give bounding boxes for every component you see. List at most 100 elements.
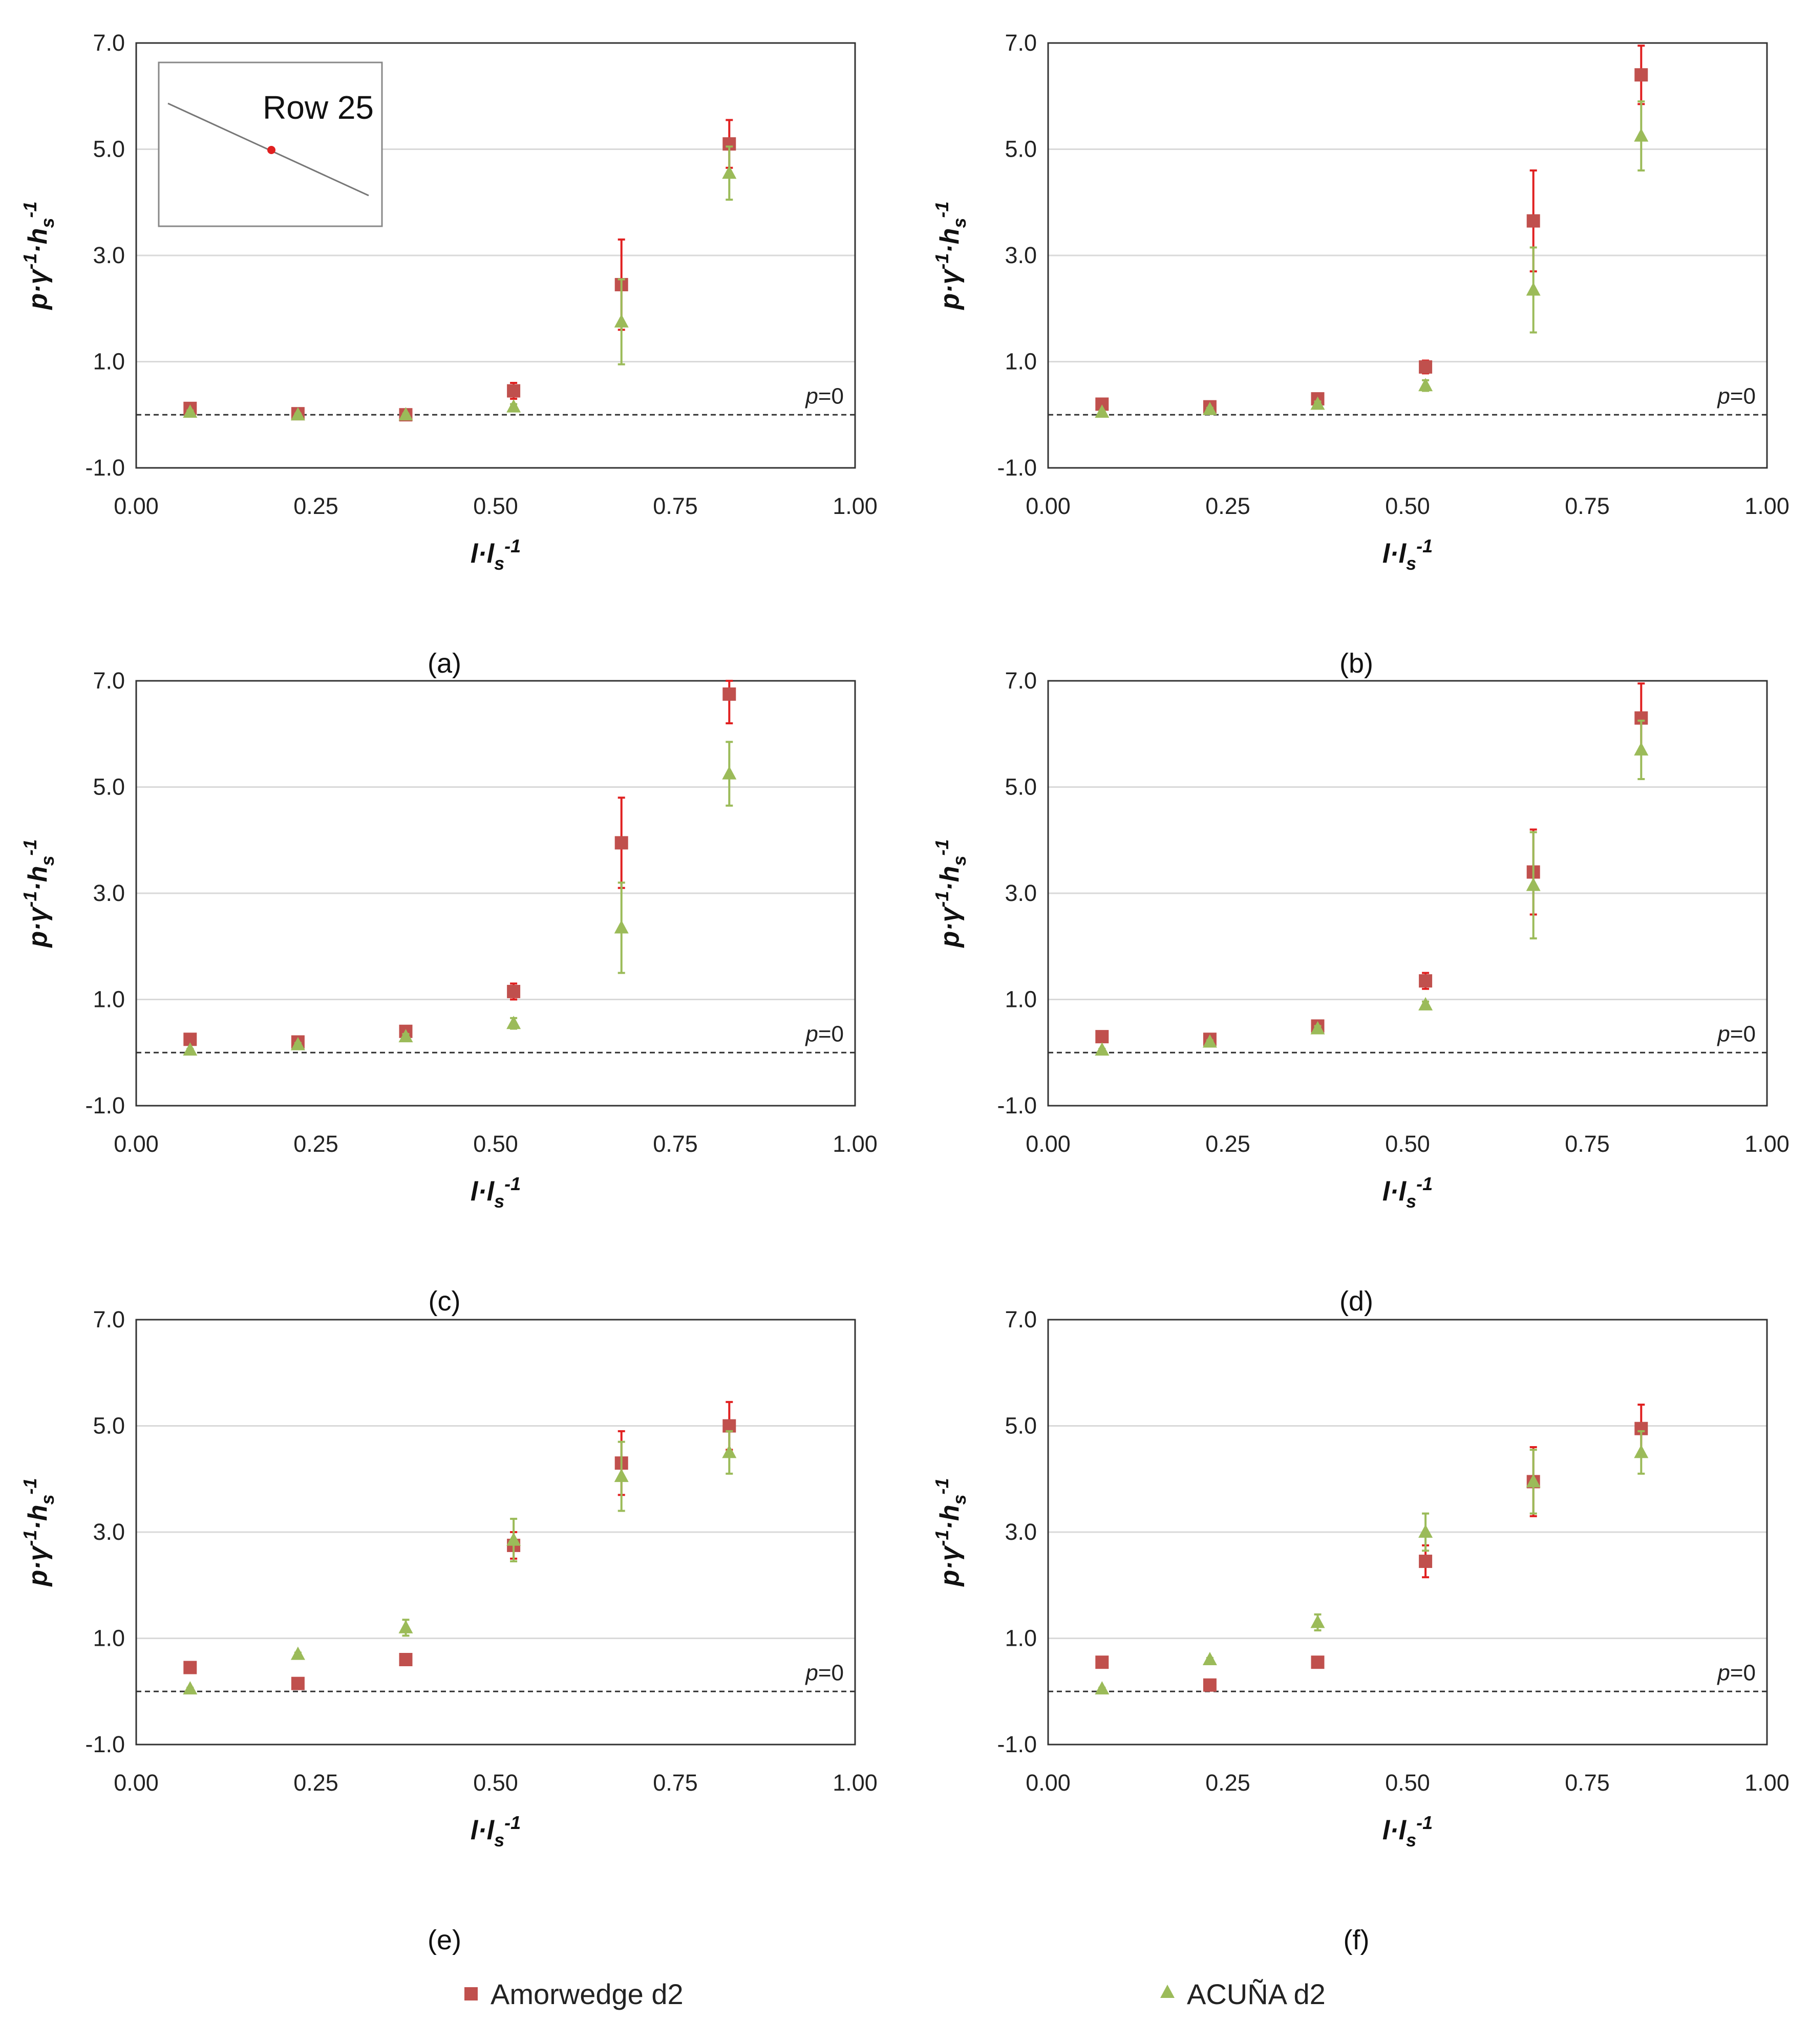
y-tick-label: 1.0 [1005, 986, 1037, 1013]
y-tick-label: 5.0 [93, 1413, 125, 1439]
x-tick-label: 0.75 [653, 1770, 698, 1796]
panel-caption: (c) [429, 1286, 461, 1317]
data-point-triangle [1095, 404, 1110, 418]
data-point-triangle [290, 407, 305, 421]
y-tick-label: -1.0 [85, 1731, 125, 1757]
data-point-triangle [1095, 1681, 1110, 1695]
x-tick-label: 0.50 [1385, 493, 1430, 519]
y-axis-label: p·γ-1·hs-1 [19, 201, 58, 310]
y-tick-label: -1.0 [997, 455, 1037, 481]
y-tick-label: 1.0 [1005, 1625, 1037, 1651]
y-tick-label: -1.0 [997, 1731, 1037, 1757]
data-point-triangle [1634, 128, 1649, 142]
x-axis-label: l·ls-1 [1382, 1173, 1433, 1212]
x-tick-label: 0.25 [1205, 1770, 1250, 1796]
chart-panel: -1.0 1.0 3.0 5.0 7.0 0.00 0.25 0.50 0.75 1.00 p=0 l… [931, 30, 1790, 679]
data-point-triangle [614, 920, 629, 934]
x-tick-label: 0.00 [114, 493, 159, 519]
data-point-triangle [183, 1681, 198, 1695]
x-tick-label: 0.75 [1565, 1131, 1610, 1157]
panel-caption: (d) [1339, 1286, 1373, 1317]
data-point-triangle [1526, 1474, 1541, 1488]
x-tick-label: 1.00 [1744, 493, 1790, 519]
x-tick-label: 0.75 [1565, 493, 1610, 519]
y-axis-label: p·γ-1·hs-1 [19, 1478, 58, 1587]
x-tick-label: 1.00 [833, 493, 878, 519]
y-tick-label: -1.0 [85, 455, 125, 481]
data-point-square [1634, 68, 1648, 82]
panel-caption: (f) [1344, 1925, 1370, 1955]
y-tick-label: 7.0 [1005, 1306, 1037, 1332]
y-tick-label: 7.0 [1005, 30, 1037, 56]
data-point-triangle [1418, 1524, 1433, 1538]
data-point-triangle [614, 314, 629, 328]
x-tick-label: 1.00 [833, 1770, 878, 1796]
data-point-triangle [398, 1620, 413, 1633]
reference-line-label: p=0 [1716, 1021, 1756, 1046]
data-point-triangle [1418, 997, 1433, 1010]
data-point-triangle [1634, 1445, 1649, 1458]
chart-panel: -1.0 1.0 3.0 5.0 7.0 0.00 0.25 0.50 0.75 1.00 p=0 l… [19, 668, 878, 1317]
chart-panel: -1.0 1.0 3.0 5.0 7.0 0.00 0.25 0.50 0.75 1.00 p=0 l… [931, 1306, 1790, 1955]
data-point-triangle [1310, 396, 1325, 410]
x-tick-label: 0.50 [1385, 1131, 1430, 1157]
data-point-square [507, 384, 521, 398]
panel-caption: (a) [428, 648, 461, 679]
x-tick-label: 0.00 [1026, 1131, 1071, 1157]
chart-panel: -1.0 1.0 3.0 5.0 7.0 0.00 0.25 0.50 0.75 1.00 p=0 l… [931, 668, 1790, 1317]
data-point-triangle [506, 399, 521, 413]
data-point-triangle [1202, 1652, 1217, 1665]
x-tick-label: 1.00 [833, 1131, 878, 1157]
data-point-triangle [1526, 877, 1541, 891]
data-point-triangle [1526, 282, 1541, 296]
y-tick-label: 3.0 [1005, 242, 1037, 268]
data-point-triangle [1418, 378, 1433, 392]
plot-frame [1047, 42, 1768, 469]
inset-position-marker [267, 146, 275, 154]
x-axis-label: l·ls-1 [471, 535, 521, 574]
x-tick-label: 0.25 [1205, 1131, 1250, 1157]
chart-panel: -1.0 1.0 3.0 5.0 7.0 0.00 0.25 0.50 0.75 1.00 p=0 R… [19, 30, 878, 679]
x-axis-label: l·ls-1 [1382, 535, 1433, 574]
series-acuna [183, 145, 737, 421]
data-point-triangle [1202, 401, 1217, 415]
x-axis-label: l·ls-1 [471, 1812, 521, 1851]
series-acuna [1095, 1430, 1649, 1695]
plot-frame [135, 680, 856, 1107]
y-tick-label: 5.0 [93, 774, 125, 800]
y-tick-label: 3.0 [93, 880, 125, 906]
legend-square-marker [464, 1987, 478, 2000]
data-point-square [1419, 360, 1433, 374]
data-point-triangle [506, 1532, 521, 1546]
x-tick-label: 0.25 [1205, 493, 1250, 519]
y-tick-label: 5.0 [1005, 1413, 1037, 1439]
x-tick-label: 0.00 [114, 1770, 159, 1796]
legend-label: ACUÑA d2 [1187, 1978, 1326, 2010]
data-point-square [1095, 1655, 1109, 1669]
y-tick-label: 3.0 [93, 1519, 125, 1545]
series-acuna [1095, 719, 1649, 1056]
legend-item: ACUÑA d2 [1160, 1978, 1326, 2010]
data-point-square [507, 984, 521, 998]
data-point-triangle [183, 1042, 198, 1056]
data-point-triangle [1095, 1042, 1110, 1056]
legend: Amorwedge d2 ACUÑA d2 [464, 1978, 1326, 2010]
x-tick-label: 0.00 [114, 1131, 159, 1157]
plot-frame [135, 42, 856, 469]
x-tick-label: 0.25 [293, 1770, 338, 1796]
y-tick-label: 7.0 [93, 30, 125, 56]
y-tick-label: 7.0 [93, 1306, 125, 1332]
data-point-square [614, 836, 628, 850]
y-tick-label: 5.0 [1005, 136, 1037, 162]
chart-panel: -1.0 1.0 3.0 5.0 7.0 0.00 0.25 0.50 0.75 1.00 p=0 l… [19, 1306, 878, 1955]
y-axis-label: p·γ-1·hs-1 [931, 839, 970, 948]
reference-line-label: p=0 [804, 1021, 844, 1046]
plot-frame [135, 1319, 856, 1746]
data-point-triangle [1310, 1615, 1325, 1628]
legend-label: Amorwedge d2 [491, 1978, 684, 2010]
y-tick-label: 1.0 [93, 986, 125, 1013]
data-point-square [722, 687, 736, 701]
y-tick-label: 3.0 [93, 242, 125, 268]
data-point-triangle [1634, 742, 1649, 756]
data-point-triangle [290, 1646, 305, 1660]
